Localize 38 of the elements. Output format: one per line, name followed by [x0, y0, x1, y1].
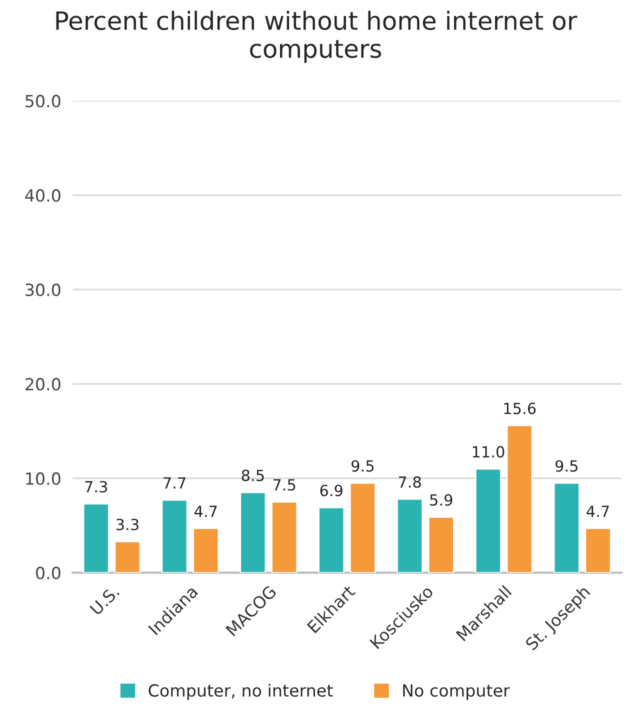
bar: [240, 492, 266, 573]
bar: [318, 506, 345, 573]
y-tick-label: 50.0: [26, 94, 60, 108]
bar: [506, 424, 533, 573]
text: 7.5: [273, 479, 296, 491]
bar: [82, 503, 110, 573]
text: 9.5: [555, 460, 578, 472]
bar: [192, 528, 220, 573]
y-tick-label: 30.0: [26, 284, 60, 296]
bar: [271, 501, 298, 573]
text: 11.0: [472, 446, 504, 458]
bar: [349, 482, 376, 573]
text: 7.7: [164, 477, 186, 489]
bar: [428, 516, 454, 573]
text: 5.9: [430, 494, 452, 506]
text: 4.7: [194, 506, 217, 517]
legend-label: Computer, no internet: [148, 684, 333, 700]
x-tick-label: U.S.: [89, 585, 120, 616]
y-tick-label: 0.0: [36, 566, 60, 580]
text: 6.9: [320, 484, 342, 496]
bar: [584, 528, 612, 573]
bar: [161, 499, 188, 573]
chart-title: Percent children without home internet or computers: [56, 10, 578, 63]
bar: [474, 468, 502, 573]
legend-label: No computer: [403, 684, 510, 700]
text: 7.3: [85, 480, 108, 493]
y-tick-label: 40.0: [25, 189, 60, 202]
text: 4.7: [586, 506, 609, 517]
y-tick-label: 20.0: [26, 378, 60, 391]
text: 7.8: [398, 476, 421, 488]
bar: [553, 482, 580, 573]
y-tick-label: 10.0: [26, 472, 60, 485]
text: 9.5: [352, 460, 374, 472]
bar: [114, 540, 141, 573]
text: 3.3: [116, 518, 138, 530]
text: 8.5: [242, 470, 264, 482]
bar: [396, 498, 424, 573]
text: 15.6: [504, 402, 536, 414]
